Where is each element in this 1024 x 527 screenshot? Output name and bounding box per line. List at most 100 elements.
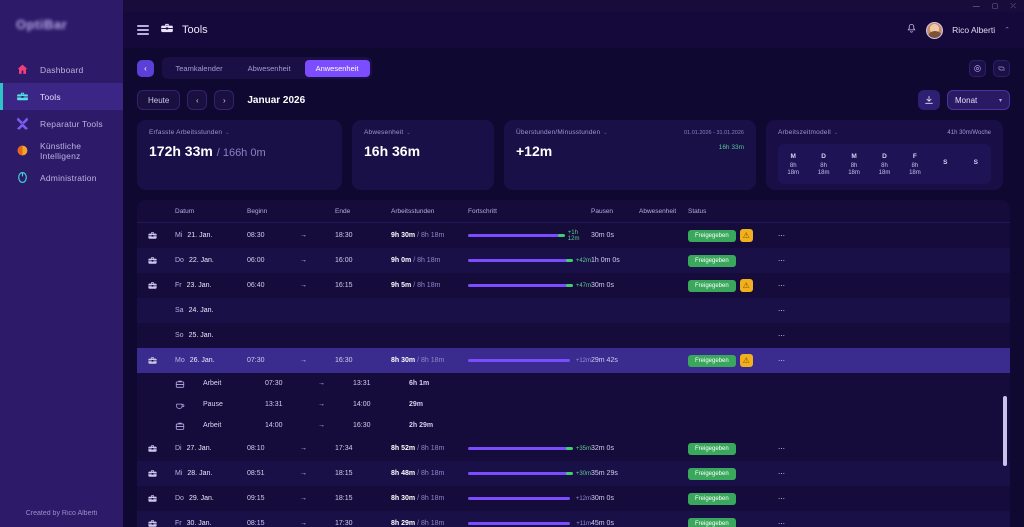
table-row[interactable]: Mo 26. Jan. 07:30 → 16:30 8h 30m / 8h 18m +12m…	[137, 348, 1010, 373]
table-header-ende: Ende	[335, 207, 351, 215]
refresh-icon[interactable]	[993, 59, 1010, 77]
chevron-down-icon: ⌄	[833, 130, 839, 136]
row-end: 16:00	[335, 257, 353, 264]
table-row[interactable]: Do 29. Jan. 09:15 → 18:15 8h 30m / 8h 18m +12m…	[137, 486, 1010, 511]
table-row[interactable]: Fr 23. Jan. 06:40 → 16:15 9h 5m / 8h 18m +47m 3…	[137, 273, 1010, 298]
toolbox-icon	[147, 255, 175, 266]
row-more-button[interactable]: ⋯	[778, 495, 786, 503]
table-row[interactable]: Mi 21. Jan. 08:30 → 18:30 9h 30m / 8h 18m +1h …	[137, 223, 1010, 248]
table-row[interactable]: Do 22. Jan. 06:00 → 16:00 9h 0m / 8h 18m +42m 1…	[137, 248, 1010, 273]
toolbox-icon	[147, 468, 175, 479]
row-end: 16:15	[335, 282, 353, 289]
card-arbeitszeitmodell[interactable]: Arbeitszeitmodell ⌄ 41h 30m/Woche M 8h 18…	[766, 120, 1003, 190]
row-work-hours: 9h 0m / 8h 18m	[391, 257, 441, 264]
row-more-button[interactable]: ⋯	[778, 282, 786, 290]
table-body: Mi 21. Jan. 08:30 → 18:30 9h 30m / 8h 18m +1h …	[137, 223, 1010, 527]
card-ueberstunden[interactable]: Überstunden/Minusstunden ⌄ +12m 01.01.202…	[504, 120, 756, 190]
shield-icon	[16, 171, 29, 184]
download-button[interactable]	[918, 90, 940, 110]
window-close-button[interactable]: ⤫	[1010, 2, 1016, 10]
warning-icon: ⚠	[739, 229, 753, 242]
toolbox-icon	[160, 21, 174, 40]
sidebar-item-kuenstliche-intelligenz[interactable]: Künstliche Intelligenz	[0, 137, 123, 164]
sidebar-item-label: Künstliche Intelligenz	[40, 140, 82, 161]
tab-teamkalender[interactable]: Teamkalender	[175, 63, 223, 73]
row-more-button[interactable]: ⋯	[778, 332, 786, 340]
row-pause: 1h 0m 0s	[591, 257, 620, 264]
tabs-row-actions	[969, 59, 1010, 77]
row-work-hours: 9h 30m / 8h 18m	[391, 232, 445, 239]
row-date: Do 22. Jan.	[175, 257, 214, 264]
tab-anwesenheit[interactable]: Anwesenheit	[304, 59, 370, 77]
coffee-icon	[175, 400, 203, 410]
status-badge: Freigegeben	[688, 279, 736, 292]
row-progress: +1h 12m	[468, 230, 591, 242]
row-date: So 25. Jan.	[175, 332, 214, 339]
card-date-range: 01.01.2026 - 31.01.2026	[684, 130, 744, 136]
sidebar-item-dashboard[interactable]: Dashboard	[0, 56, 123, 83]
table-row[interactable]: Sa 24. Jan. ⋯	[137, 298, 1010, 323]
arrow-right-icon: →	[318, 401, 325, 408]
week-day-column: S	[973, 159, 978, 166]
table-row[interactable]: Di 27. Jan. 08:10 → 17:34 8h 52m / 8h 18m +35m…	[137, 436, 1010, 461]
row-more-button[interactable]: ⋯	[778, 357, 786, 365]
row-begin: 09:15	[247, 495, 265, 502]
week-day-column: F 8h 18m	[909, 152, 921, 176]
table-row[interactable]: Fr 30. Jan. 08:15 → 17:30 8h 29m / 8h 18m +11m…	[137, 511, 1010, 527]
table-row[interactable]: Mi 28. Jan. 08:51 → 18:15 8h 48m / 8h 18m +30m…	[137, 461, 1010, 486]
tab-abwesenheit[interactable]: Abwesenheit	[247, 63, 291, 73]
avatar[interactable]	[926, 21, 944, 39]
card-label: Arbeitszeitmodell ⌄	[778, 129, 839, 136]
row-more-button[interactable]: ⋯	[778, 520, 786, 527]
row-begin: 08:51	[247, 470, 265, 477]
date-navigation: Heute ‹ › Januar 2026 Monat ▾	[137, 79, 1010, 110]
chevron-up-icon[interactable]: ⌃	[1004, 26, 1010, 34]
row-date: Do 29. Jan.	[175, 495, 214, 502]
row-progress-delta: +42m	[575, 257, 591, 264]
arrow-right-icon: →	[318, 380, 325, 387]
sidebar-item-tools[interactable]: Tools	[0, 83, 123, 110]
table-scrollbar[interactable]	[1003, 396, 1007, 466]
table-row[interactable]: So 25. Jan. ⋯	[137, 323, 1010, 348]
card-value-target: / 166h 0m	[216, 147, 266, 159]
row-pause: 35m 29s	[591, 470, 618, 477]
row-progress: +30m	[468, 471, 591, 477]
window-minimize-button[interactable]: —	[972, 2, 980, 10]
app-logo[interactable]: OptiBar	[0, 0, 123, 48]
row-end: 17:34	[335, 445, 353, 452]
next-month-button[interactable]: ›	[214, 90, 235, 110]
window-maximize-button[interactable]: ▢	[991, 2, 999, 10]
menu-toggle-icon[interactable]	[137, 25, 149, 35]
card-erfasste-arbeitsstunden[interactable]: Erfasste Arbeitsstunden ⌄ 172h 33m / 166h…	[137, 120, 342, 190]
back-button[interactable]: ‹	[137, 59, 154, 77]
row-end: 17:30	[335, 520, 353, 527]
bell-icon[interactable]	[906, 21, 917, 39]
sidebar-item-reparatur-tools[interactable]: Reparatur Tools	[0, 110, 123, 137]
row-begin: 08:30	[247, 232, 265, 239]
arrow-right-icon: →	[300, 520, 307, 527]
row-pause: 32m 0s	[591, 445, 614, 452]
table-header-pausen: Pausen	[591, 207, 614, 215]
subrow-type: Arbeit	[203, 380, 222, 387]
range-select[interactable]: Monat ▾	[947, 90, 1010, 110]
card-abwesenheit[interactable]: Abwesenheit ⌄ 16h 36m	[352, 120, 494, 190]
row-more-button[interactable]: ⋯	[778, 307, 786, 315]
content-area: ‹ Teamkalender Abwesenheit Anwesenheit	[123, 48, 1024, 527]
sidebar-item-administration[interactable]: Administration	[0, 164, 123, 191]
row-more-button[interactable]: ⋯	[778, 445, 786, 453]
chevron-down-icon: ⌄	[603, 130, 608, 136]
user-name-label: Rico Alberti	[952, 25, 996, 35]
prev-month-button[interactable]: ‹	[187, 90, 208, 110]
row-progress-delta: +11m	[576, 520, 591, 527]
date-navigation-actions: Monat ▾	[918, 90, 1010, 110]
today-button[interactable]: Heute	[137, 90, 181, 110]
row-more-button[interactable]: ⋯	[778, 257, 786, 265]
row-pause: 30m 0s	[591, 495, 614, 502]
row-more-button[interactable]: ⋯	[778, 470, 786, 478]
table-header-status: Status	[688, 207, 707, 215]
settings-gear-icon[interactable]	[969, 59, 986, 77]
subrow-type: Pause	[203, 401, 223, 408]
row-more-button[interactable]: ⋯	[778, 232, 786, 240]
row-date: Sa 24. Jan.	[175, 307, 214, 314]
toolbox-icon	[147, 280, 175, 291]
